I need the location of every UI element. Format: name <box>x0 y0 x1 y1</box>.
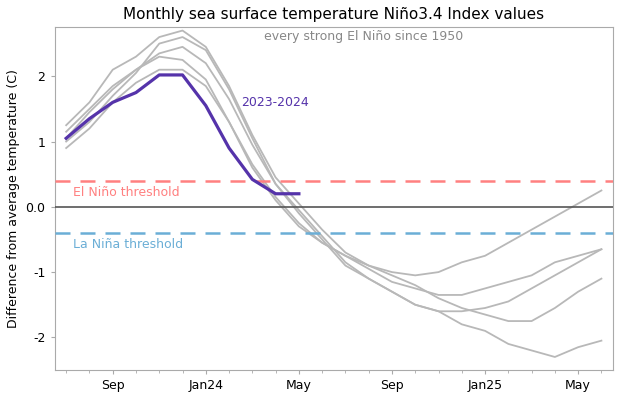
Text: every strong El Niño since 1950: every strong El Niño since 1950 <box>264 30 463 43</box>
Text: La Niña threshold: La Niña threshold <box>73 238 184 251</box>
Title: Monthly sea surface temperature Niño3.4 Index values: Monthly sea surface temperature Niño3.4 … <box>123 7 544 22</box>
Text: El Niño threshold: El Niño threshold <box>73 186 180 199</box>
Y-axis label: Difference from average temperature (C): Difference from average temperature (C) <box>7 69 20 328</box>
Text: 2023-2024: 2023-2024 <box>241 96 309 109</box>
